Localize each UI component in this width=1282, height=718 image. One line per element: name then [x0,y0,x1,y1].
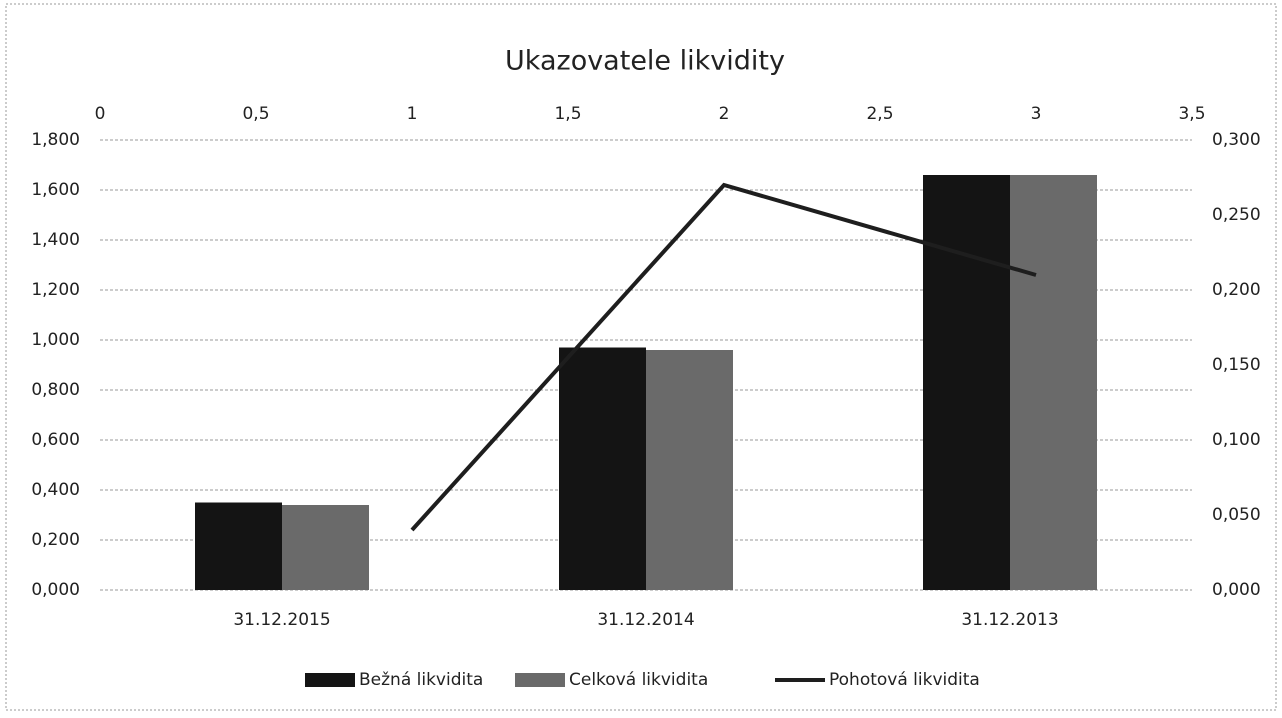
y2-tick-label: 0,200 [1212,280,1261,300]
y-tick-label: 0,000 [31,580,80,600]
y-tick-label: 1,600 [31,180,80,200]
y-tick-label: 1,400 [31,230,80,250]
y-tick-label: 1,000 [31,330,80,350]
x-tick-label: 31.12.2014 [597,610,694,630]
bar [195,502,282,590]
x-tick-label: 31.12.2015 [233,610,330,630]
y2-tick-label: 0,000 [1212,580,1261,600]
bar [646,350,733,590]
x-tick-label: 31.12.2013 [961,610,1058,630]
bar [923,175,1010,590]
y-tick-label: 0,600 [31,430,80,450]
chart-title: Ukazovatele likvidity [505,46,785,77]
legend-label: Celková likvidita [569,670,708,690]
x2-tick-label: 3,5 [1178,104,1205,124]
bar [1010,175,1097,590]
y2-tick-label: 0,150 [1212,355,1261,375]
line [410,182,1037,532]
x2-tick-label: 1 [407,104,418,124]
y2-tick-label: 0,050 [1212,505,1261,525]
x2-tick-label: 0,5 [242,104,269,124]
bar [282,505,369,590]
x2-tick-label: 3 [1031,104,1042,124]
legend-label: Bežná likvidita [359,670,483,690]
y-tick-label: 0,400 [31,480,80,500]
y-tick-label: 0,800 [31,380,80,400]
x2-tick-label: 2,5 [866,104,893,124]
y-tick-label: 1,200 [31,280,80,300]
y2-tick-label: 0,300 [1212,130,1261,150]
bar [559,347,646,590]
legend-swatch [515,673,565,687]
y-tick-label: 1,800 [31,130,80,150]
x2-tick-label: 2 [719,104,730,124]
x2-tick-label: 0 [95,104,106,124]
y-tick-label: 0,200 [31,530,80,550]
legend-label: Pohotová likvidita [829,670,980,690]
legend-swatch [305,673,355,687]
y2-tick-label: 0,100 [1212,430,1261,450]
x2-tick-label: 1,5 [554,104,581,124]
y2-tick-label: 0,250 [1212,205,1261,225]
